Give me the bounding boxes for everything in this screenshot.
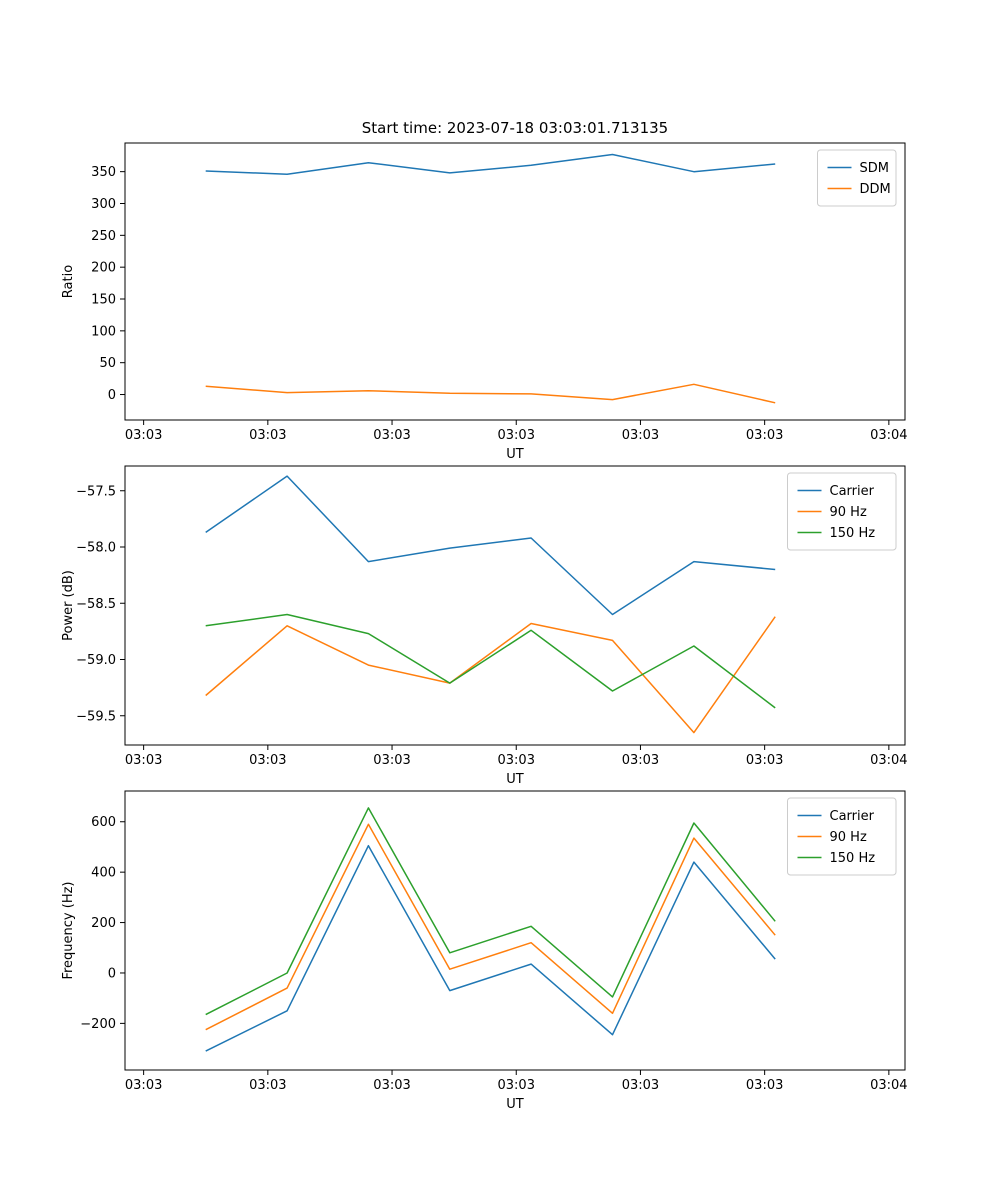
x-tick-label: 03:04 — [870, 1078, 907, 1093]
y-tick-label: 300 — [91, 197, 116, 212]
y-tick-label: −57.5 — [76, 484, 116, 499]
y-tick-label: −200 — [80, 1017, 116, 1032]
y-tick-label: 150 — [91, 293, 116, 308]
y-tick-label: −59.5 — [76, 709, 116, 724]
x-tick-label: 03:03 — [373, 753, 410, 768]
y-tick-label: 100 — [91, 324, 116, 339]
y-tick-label: 200 — [91, 916, 116, 931]
series-line-carrier — [205, 844, 776, 1052]
legend-label-sdm: SDM — [860, 161, 889, 176]
legend-label-ddm: DDM — [860, 182, 891, 197]
legend-label-150-hz: 150 Hz — [830, 526, 876, 541]
x-tick-label: 03:03 — [249, 753, 286, 768]
x-tick-label: 03:03 — [498, 1078, 535, 1093]
x-tick-label: 03:03 — [622, 428, 659, 443]
series-line-carrier — [205, 475, 776, 616]
x-tick-label: 03:03 — [373, 428, 410, 443]
x-axis-label: UT — [506, 772, 524, 787]
y-tick-label: 200 — [91, 261, 116, 276]
y-axis-label: Frequency (Hz) — [61, 881, 76, 979]
x-tick-label: 03:04 — [870, 428, 907, 443]
x-tick-label: 03:03 — [746, 428, 783, 443]
y-tick-label: 400 — [91, 866, 116, 881]
legend-box — [787, 797, 897, 876]
axes-frame-1 — [124, 465, 906, 746]
x-tick-label: 03:03 — [125, 428, 162, 443]
y-tick-label: 600 — [91, 815, 116, 830]
legend-label-90-hz: 90 Hz — [830, 830, 867, 845]
x-tick-label: 03:04 — [870, 753, 907, 768]
x-tick-label: 03:03 — [125, 753, 162, 768]
legend-label-150-hz: 150 Hz — [830, 851, 876, 866]
y-tick-label: −58.5 — [76, 597, 116, 612]
figure-title: Start time: 2023-07-18 03:03:01.713135 — [361, 119, 669, 137]
y-axis-label: Power (dB) — [61, 570, 76, 641]
y-tick-label: 50 — [99, 356, 116, 371]
series-line-150-hz — [205, 613, 776, 709]
legend-box — [817, 149, 897, 207]
x-tick-label: 03:03 — [498, 428, 535, 443]
series-line-90-hz — [205, 823, 776, 1031]
y-axis-label: Ratio — [61, 265, 76, 298]
x-tick-label: 03:03 — [746, 1078, 783, 1093]
y-tick-label: −58.0 — [76, 541, 116, 556]
x-tick-label: 03:03 — [249, 1078, 286, 1093]
legend-label-carrier: Carrier — [830, 484, 875, 499]
axes-frame-2 — [124, 790, 906, 1071]
series-line-ddm — [205, 383, 776, 404]
legend-box — [787, 472, 897, 551]
x-axis-label: UT — [506, 447, 524, 462]
legend-label-carrier: Carrier — [830, 809, 875, 824]
x-axis-label: UT — [506, 1097, 524, 1112]
y-tick-label: −59.0 — [76, 653, 116, 668]
y-tick-label: 0 — [108, 388, 116, 403]
x-tick-label: 03:03 — [622, 1078, 659, 1093]
x-tick-label: 03:03 — [622, 753, 659, 768]
y-tick-label: 250 — [91, 229, 116, 244]
x-tick-label: 03:03 — [498, 753, 535, 768]
legend-label-90-hz: 90 Hz — [830, 505, 867, 520]
series-line-90-hz — [205, 616, 776, 734]
y-tick-label: 350 — [91, 165, 116, 180]
series-line-150-hz — [205, 807, 776, 1016]
axes-frame-0 — [124, 142, 906, 421]
x-tick-label: 03:03 — [249, 428, 286, 443]
x-tick-label: 03:03 — [125, 1078, 162, 1093]
x-tick-label: 03:03 — [746, 753, 783, 768]
series-line-sdm — [205, 153, 776, 175]
y-tick-label: 0 — [108, 966, 116, 981]
x-tick-label: 03:03 — [373, 1078, 410, 1093]
